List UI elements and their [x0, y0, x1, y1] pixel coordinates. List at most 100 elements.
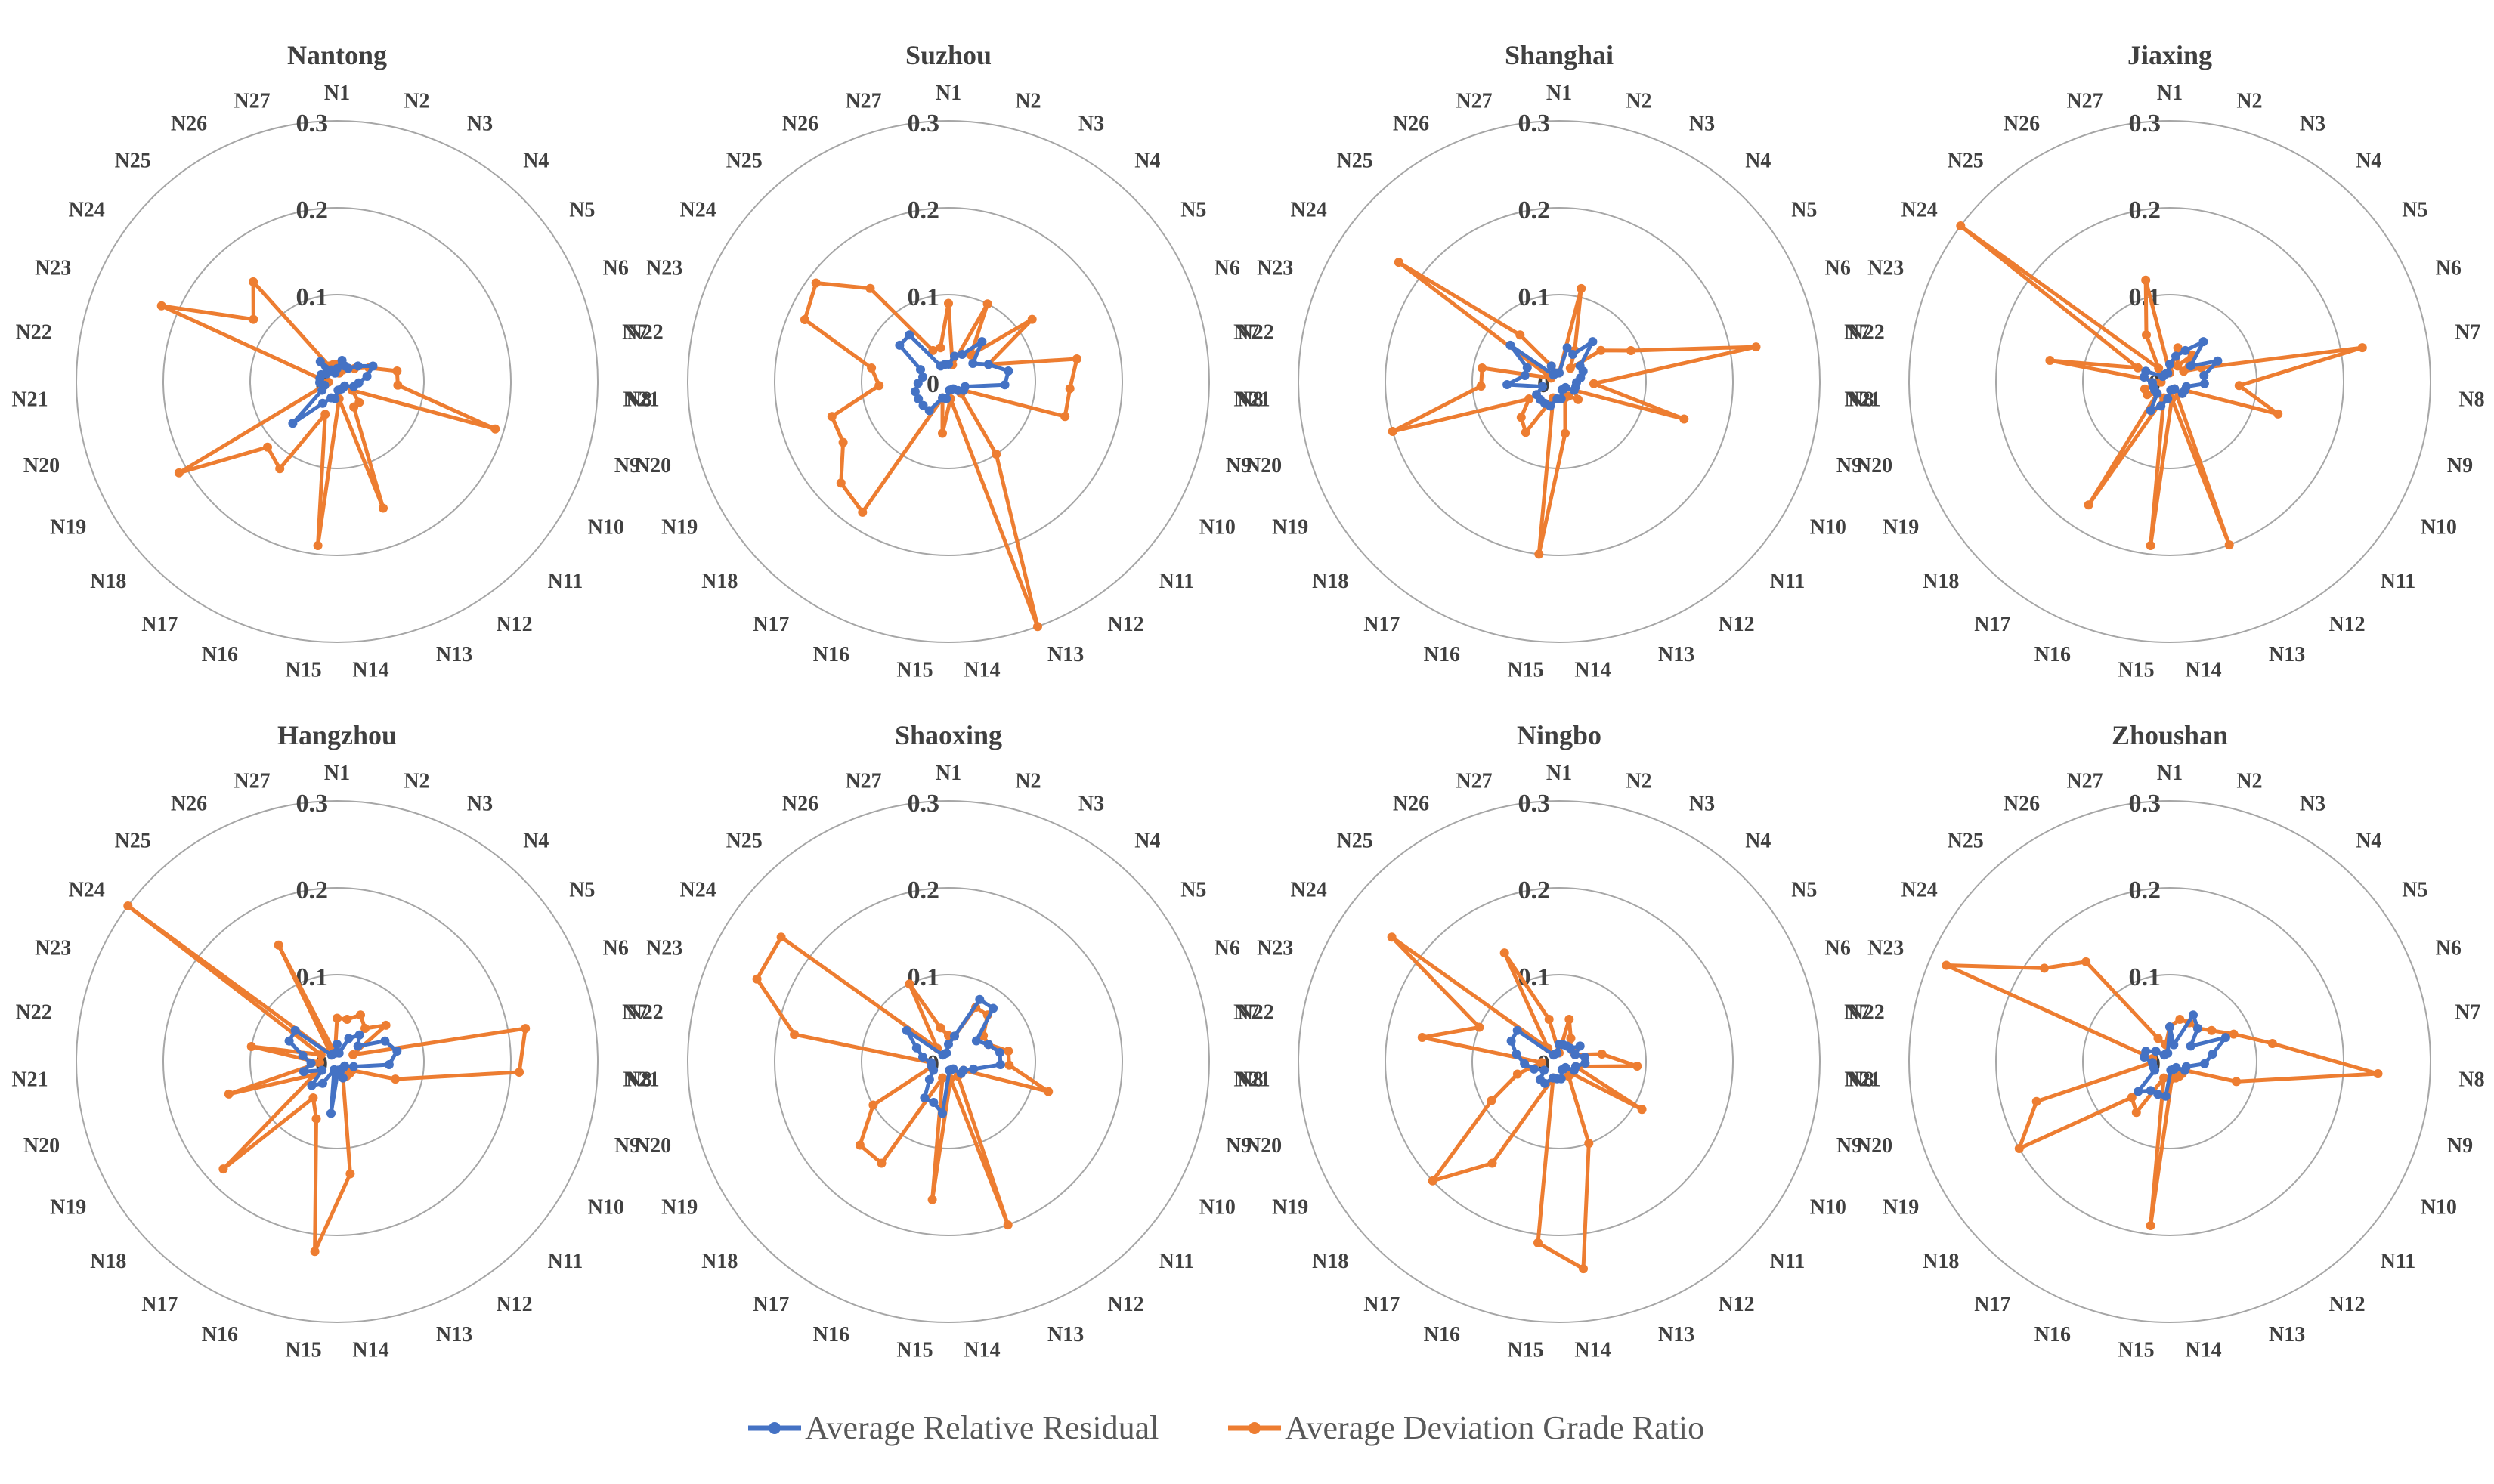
data-point [1532, 390, 1542, 400]
series-line [905, 997, 1003, 1115]
data-point [895, 340, 905, 350]
data-point [2193, 1024, 2202, 1033]
category-label: N7 [2455, 320, 2480, 344]
category-label: N14 [352, 658, 388, 682]
data-point [905, 330, 914, 340]
data-point [2146, 1221, 2155, 1230]
data-point [1564, 1015, 1574, 1024]
data-point [2199, 379, 2209, 388]
data-point [2234, 381, 2244, 391]
radial-tick-label: 0.3 [296, 790, 329, 818]
category-label: N2 [2236, 769, 2262, 793]
category-label: N12 [496, 613, 532, 636]
data-point [995, 1060, 1005, 1069]
category-label: N15 [1507, 658, 1543, 682]
data-point [2163, 1048, 2173, 1058]
data-point [515, 1068, 524, 1077]
data-point [1502, 380, 1512, 389]
category-label: N9 [614, 454, 640, 478]
category-label: N22 [16, 320, 52, 344]
category-label: N1 [2157, 762, 2183, 785]
data-point [945, 1065, 955, 1075]
radial-tick-label: 0.2 [296, 876, 329, 904]
data-point [969, 1064, 979, 1074]
category-label: N4 [2356, 150, 2381, 173]
data-point [902, 1025, 911, 1035]
data-point [983, 360, 993, 369]
category-label: N25 [1337, 830, 1373, 853]
category-label: N22 [627, 320, 664, 344]
category-label: N23 [646, 936, 682, 960]
data-point [2207, 1025, 2217, 1035]
data-point [1573, 394, 1583, 404]
category-label: N10 [1810, 516, 1846, 539]
category-label: N26 [171, 793, 207, 816]
data-point [1552, 368, 1562, 378]
data-point [2133, 363, 2143, 373]
data-point [2161, 1091, 2171, 1101]
data-point [2146, 1086, 2155, 1096]
data-point [1521, 428, 1530, 437]
data-point [1512, 1069, 1522, 1079]
data-point [1626, 346, 1635, 355]
radar-chart-zhoushan: Zhoushan00.10.20.3N1N2N3N4N5N6N7N8N9N10N… [1844, 720, 2484, 1362]
data-point [1387, 932, 1397, 942]
category-label: N6 [603, 256, 629, 280]
radial-tick-label: 0.3 [1518, 110, 1551, 138]
category-label: N3 [2300, 113, 2325, 136]
category-label: N24 [69, 198, 105, 221]
data-point [2154, 363, 2164, 373]
category-label: N27 [2066, 89, 2103, 113]
data-point [2273, 409, 2283, 419]
category-label: N6 [1825, 936, 1851, 960]
radial-tick-label: 0.3 [2129, 110, 2161, 138]
category-label: N18 [90, 1250, 126, 1273]
data-point [2180, 1065, 2189, 1075]
data-point [1499, 948, 1509, 958]
category-label: N17 [753, 613, 789, 636]
grid-ring [1908, 120, 2431, 643]
data-point [1529, 1064, 1539, 1074]
category-label: N9 [1226, 454, 1252, 478]
radial-tick-label: 0 [927, 370, 939, 398]
category-label: N21 [1233, 1068, 1270, 1091]
data-point [2153, 1090, 2163, 1099]
category-label: N15 [2118, 658, 2154, 682]
data-point [1569, 1065, 1579, 1075]
series-line [2142, 339, 2220, 413]
data-point [326, 1108, 336, 1118]
series-relative-residual [1506, 1025, 1590, 1088]
category-label: N5 [1180, 198, 1206, 221]
data-point [356, 1010, 365, 1020]
category-label: N11 [1770, 570, 1806, 593]
data-point [343, 363, 353, 373]
category-label: N3 [1078, 793, 1104, 816]
category-label: N24 [69, 878, 105, 901]
grid-ring [687, 120, 1210, 643]
data-point [2159, 1073, 2169, 1083]
data-point [1478, 363, 1487, 373]
category-label: N13 [1658, 1323, 1694, 1346]
grid-ring [1471, 974, 1647, 1149]
data-point [905, 979, 914, 989]
data-point [2014, 1144, 2024, 1153]
data-point [1476, 382, 1486, 391]
data-point [1637, 1105, 1647, 1115]
chart-title: Shaoxing [895, 720, 1002, 750]
category-label: N27 [234, 89, 270, 113]
category-label: N6 [603, 936, 629, 960]
category-label: N6 [2436, 256, 2462, 280]
category-label: N11 [2381, 1250, 2416, 1273]
category-label: N20 [1856, 454, 1892, 478]
data-point [1588, 337, 1598, 347]
category-label: N10 [2421, 516, 2457, 539]
category-label: N1 [1546, 762, 1572, 785]
category-label: N3 [1689, 113, 1715, 136]
category-label: N24 [1901, 878, 1938, 901]
category-label: N9 [1836, 1134, 1862, 1158]
data-point [123, 901, 133, 910]
category-label: N8 [1848, 1068, 1874, 1091]
grid-ring [687, 800, 1210, 1323]
data-point [490, 424, 500, 434]
